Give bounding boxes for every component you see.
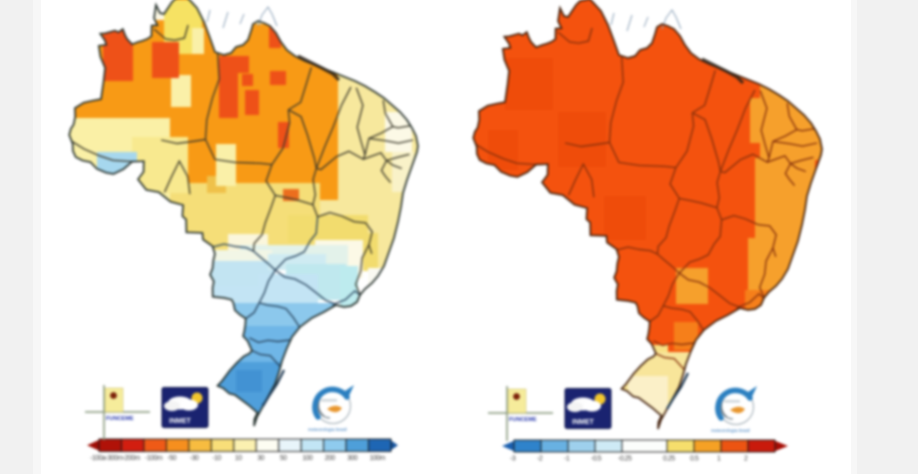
svg-text:INMET: INMET	[572, 419, 595, 426]
svg-text:2: 2	[744, 456, 748, 463]
svg-text:100: 100	[302, 455, 313, 462]
svg-text:-0.5: -0.5	[591, 456, 602, 463]
svg-text:10: 10	[235, 455, 242, 462]
svg-text:-1: -1	[564, 456, 570, 463]
svg-text:INMET: INMET	[169, 418, 192, 425]
svg-text:50: 50	[280, 455, 287, 462]
svg-text:30: 30	[257, 455, 264, 462]
svg-text:-100a-300m: -100a-300m	[90, 455, 123, 462]
svg-text:meteorologia brasil: meteorologia brasil	[308, 427, 347, 432]
svg-text:-10: -10	[212, 455, 221, 462]
svg-text:FUNCEME: FUNCEME	[106, 416, 134, 422]
svg-text:-30: -30	[190, 455, 199, 462]
svg-text:-2: -2	[537, 456, 543, 463]
svg-text:0.25: 0.25	[663, 456, 675, 463]
svg-text:-50: -50	[167, 455, 176, 462]
svg-text:200: 200	[325, 455, 336, 462]
svg-text:0.5: 0.5	[690, 456, 699, 463]
svg-text:FUNCEME: FUNCEME	[509, 417, 537, 423]
svg-text:-200m: -200m	[123, 455, 141, 462]
svg-text:1: 1	[717, 456, 721, 463]
svg-text:-100m: -100m	[145, 455, 163, 462]
svg-text:-0.25: -0.25	[618, 456, 632, 463]
svg-text:100m: 100m	[370, 455, 386, 462]
svg-text:meteorologia brasil: meteorologia brasil	[711, 428, 750, 433]
svg-text:-3: -3	[510, 456, 516, 463]
svg-text:300: 300	[347, 455, 358, 462]
